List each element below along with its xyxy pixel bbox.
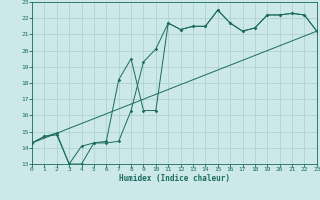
- X-axis label: Humidex (Indice chaleur): Humidex (Indice chaleur): [119, 174, 230, 183]
